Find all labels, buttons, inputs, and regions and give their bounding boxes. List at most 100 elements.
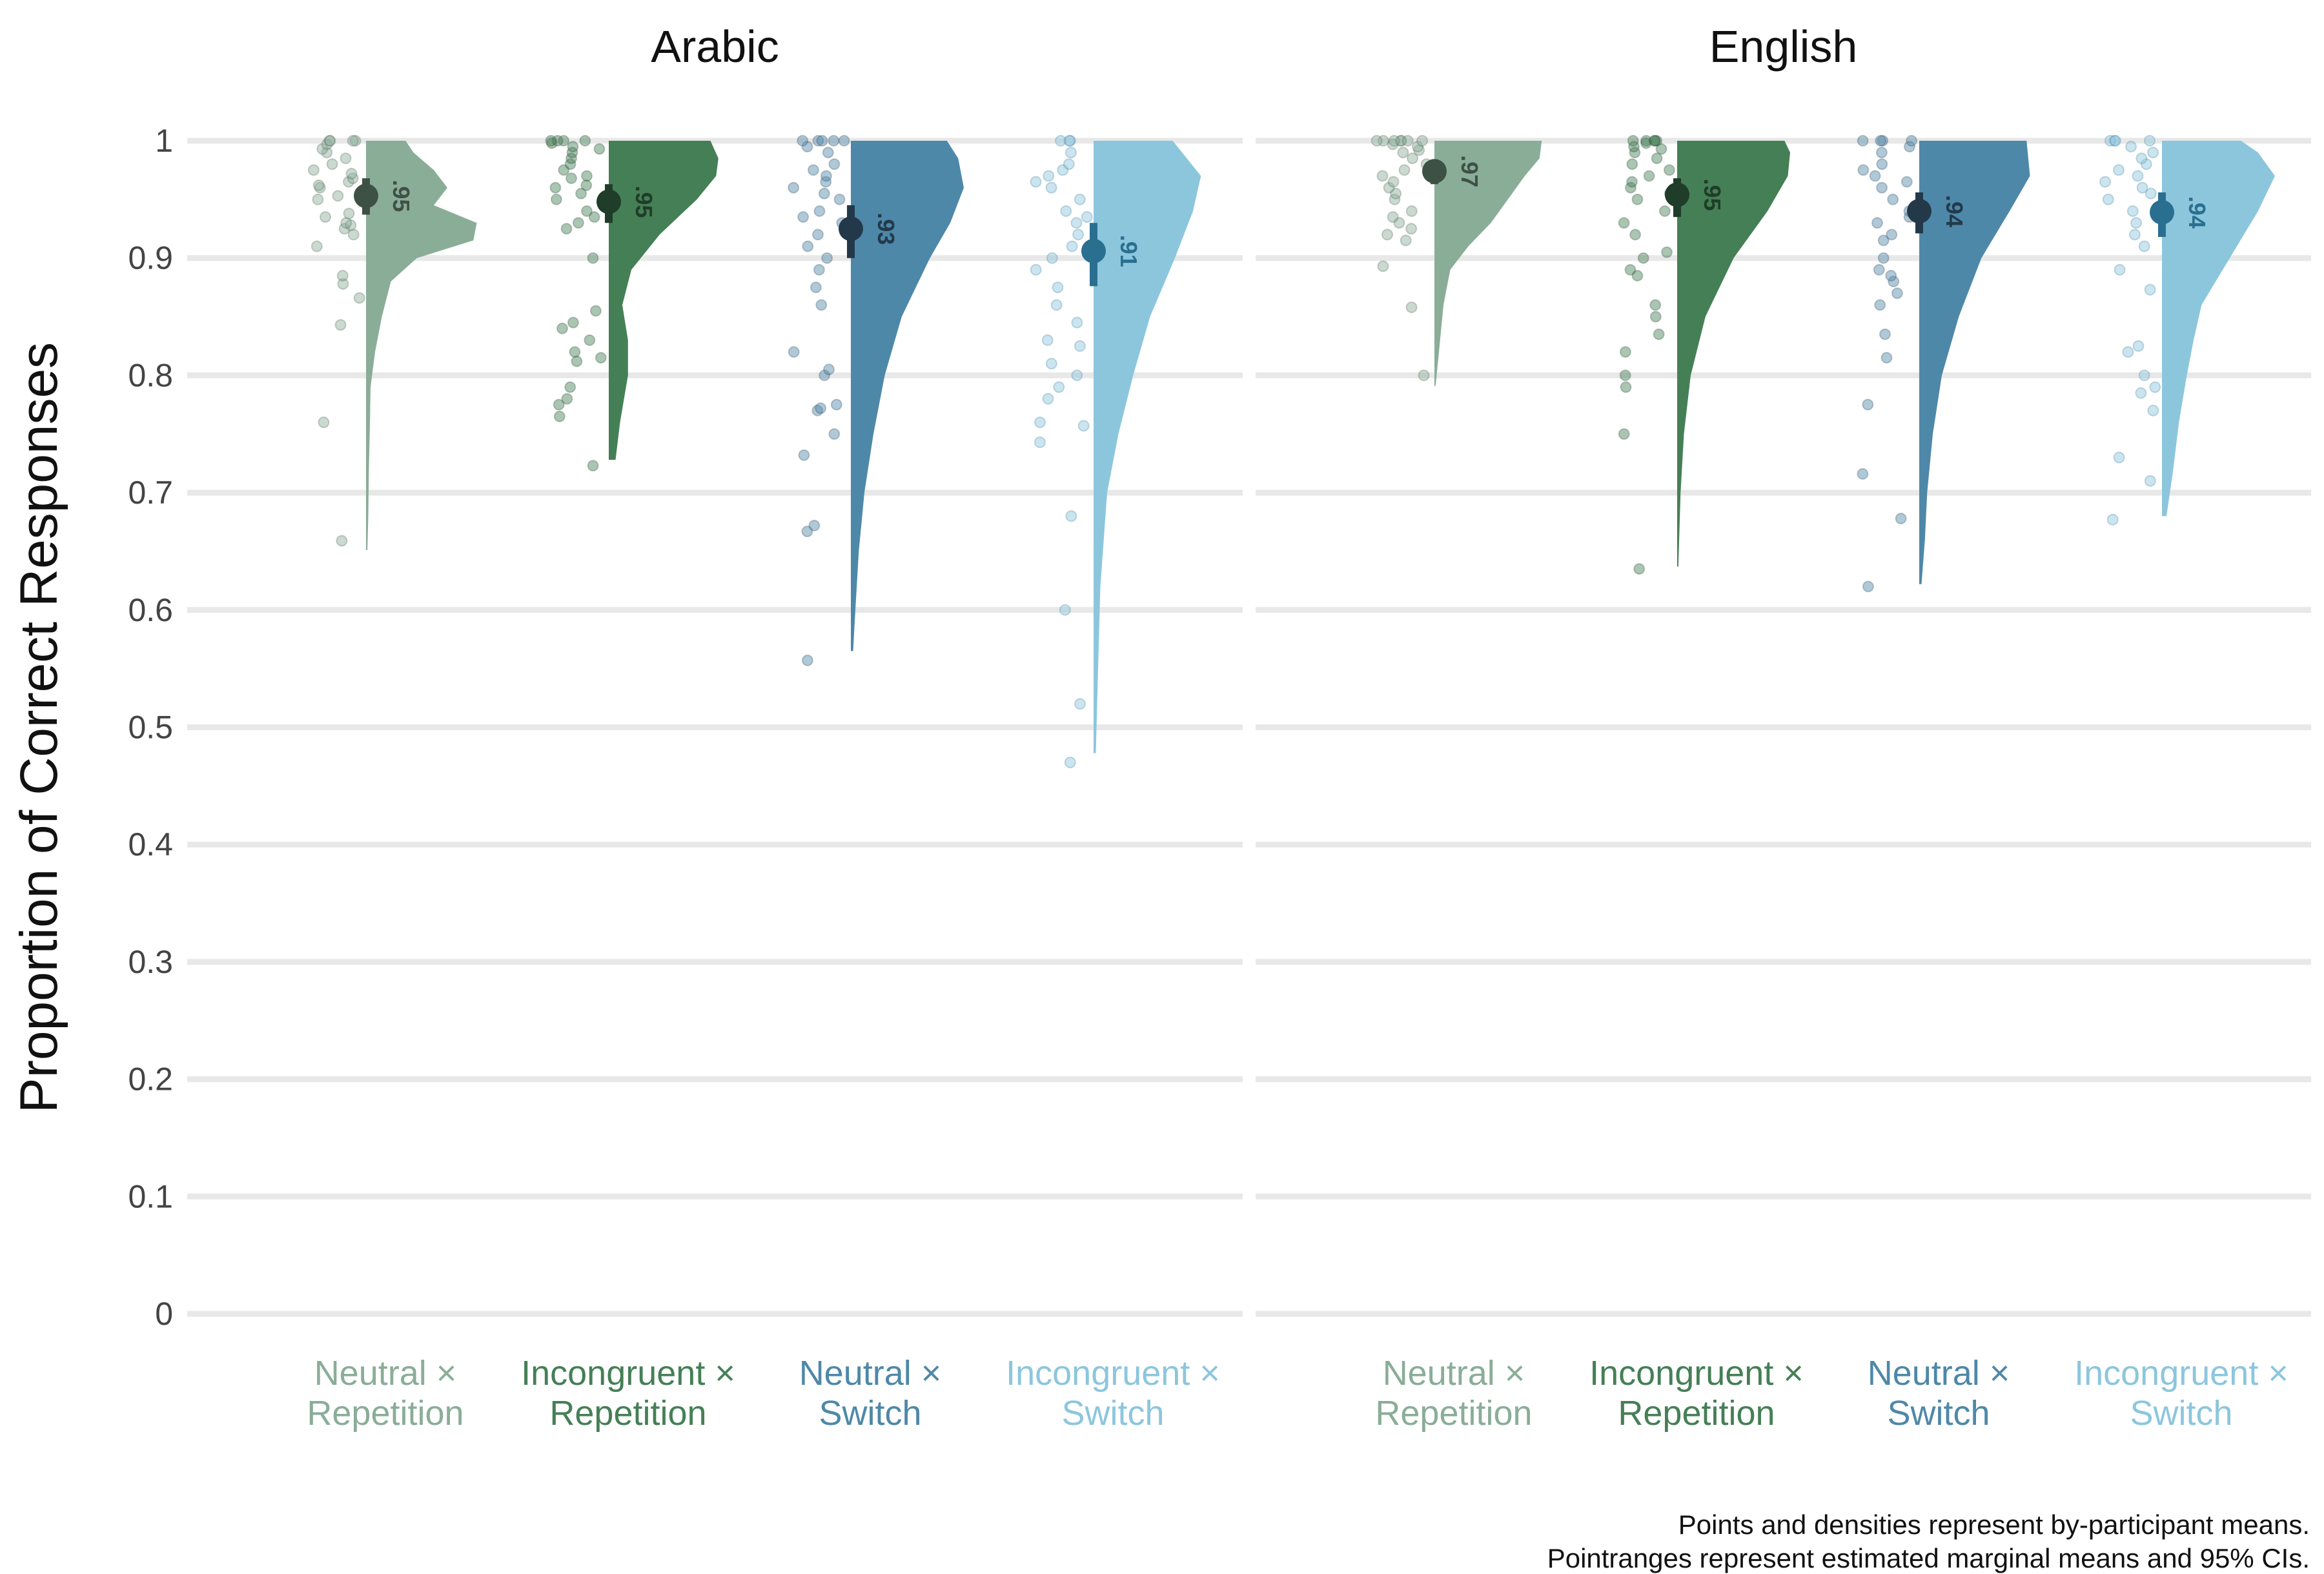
- data-point: [1034, 416, 1046, 429]
- data-point: [828, 428, 841, 440]
- data-point: [1402, 135, 1414, 147]
- y-tick-label: 0.2: [128, 1061, 173, 1098]
- data-point: [828, 158, 841, 170]
- data-point: [347, 229, 360, 241]
- density-shape: [1919, 141, 2030, 584]
- data-point: [830, 398, 842, 411]
- data-point: [561, 393, 573, 405]
- data-point: [1626, 158, 1638, 170]
- data-point: [1879, 328, 1891, 340]
- data-point: [1387, 211, 1399, 223]
- density-shape: [366, 141, 477, 551]
- data-point: [567, 316, 579, 329]
- data-point: [1388, 135, 1400, 147]
- mean-label: .95: [631, 185, 657, 218]
- data-point: [1074, 340, 1086, 352]
- data-point: [1618, 428, 1630, 440]
- mean-point: [1422, 159, 1447, 184]
- data-point: [556, 322, 568, 334]
- data-point: [323, 135, 336, 147]
- data-point: [1407, 152, 1418, 165]
- data-point: [566, 147, 578, 159]
- data-point: [1631, 193, 1644, 205]
- density-shape: [2162, 141, 2275, 516]
- data-point: [815, 402, 827, 414]
- data-point: [1059, 604, 1071, 616]
- data-point: [1377, 135, 1389, 147]
- data-point: [1658, 205, 1671, 217]
- data-point: [2135, 152, 2148, 165]
- data-point: [1045, 181, 1057, 194]
- y-tick-label: 0.4: [128, 826, 173, 863]
- mean-label: .95: [1699, 179, 1726, 211]
- y-tick-label: 1: [155, 123, 173, 159]
- data-point: [1057, 164, 1069, 176]
- y-tick-label: 0.1: [128, 1178, 173, 1214]
- x-tick-label: Incongruent ×: [2074, 1354, 2288, 1393]
- data-point: [593, 143, 606, 155]
- data-point: [1651, 135, 1663, 147]
- density-shape: [1677, 141, 1790, 567]
- data-point: [326, 158, 338, 170]
- density-shape: [1434, 141, 1542, 386]
- mean-label: .94: [1941, 195, 1968, 227]
- data-point: [1072, 229, 1085, 241]
- data-point: [1377, 260, 1389, 272]
- data-point: [1625, 181, 1636, 194]
- data-point: [1862, 580, 1874, 593]
- data-point: [307, 164, 320, 176]
- data-point: [1628, 141, 1640, 153]
- mean-point: [839, 216, 863, 241]
- density-shape: [851, 141, 964, 651]
- x-tick-label: Repetition: [307, 1394, 464, 1433]
- data-point: [2144, 135, 2156, 147]
- data-point: [1052, 281, 1064, 294]
- data-point: [1887, 193, 1899, 205]
- data-point: [1629, 229, 1642, 241]
- data-point: [818, 187, 830, 199]
- x-tick-label: Repetition: [1375, 1394, 1532, 1433]
- group-2: .94 Neutral ×Switch: [1857, 135, 2030, 1433]
- data-point: [2128, 229, 2141, 241]
- data-point: [588, 211, 600, 223]
- data-point: [1043, 170, 1055, 182]
- data-point: [1877, 252, 1890, 264]
- data-point: [1874, 299, 1886, 311]
- data-point: [1405, 223, 1418, 235]
- data-point: [1876, 181, 1888, 194]
- data-point: [813, 205, 826, 217]
- mean-point: [1081, 238, 1106, 263]
- data-point: [343, 207, 355, 220]
- data-point: [1074, 193, 1086, 205]
- data-point: [1412, 141, 1423, 153]
- data-point: [584, 334, 596, 346]
- data-point: [571, 355, 583, 367]
- data-point: [1046, 252, 1058, 264]
- data-point: [1906, 135, 1918, 147]
- data-point: [823, 363, 835, 376]
- data-point: [808, 520, 821, 531]
- data-point: [2099, 176, 2111, 188]
- density-shape: [1094, 141, 1201, 753]
- data-point: [1416, 135, 1428, 147]
- data-point: [321, 147, 333, 159]
- group-3: .94 Incongruent ×Switch: [2074, 135, 2288, 1433]
- data-point: [1071, 316, 1083, 329]
- data-point: [1871, 217, 1883, 229]
- data-point: [801, 654, 813, 666]
- y-tick-label: 0.6: [128, 592, 173, 628]
- data-point: [1643, 170, 1655, 182]
- data-point: [810, 281, 822, 294]
- data-point: [788, 346, 800, 358]
- data-point: [1042, 393, 1054, 405]
- data-point: [1371, 135, 1383, 147]
- data-point: [2110, 135, 2121, 147]
- y-tick-label: 0.5: [128, 710, 173, 746]
- data-point: [338, 223, 351, 235]
- data-point: [2113, 451, 2125, 464]
- data-point: [1376, 170, 1389, 182]
- data-point: [2102, 193, 2114, 205]
- data-point: [324, 135, 336, 147]
